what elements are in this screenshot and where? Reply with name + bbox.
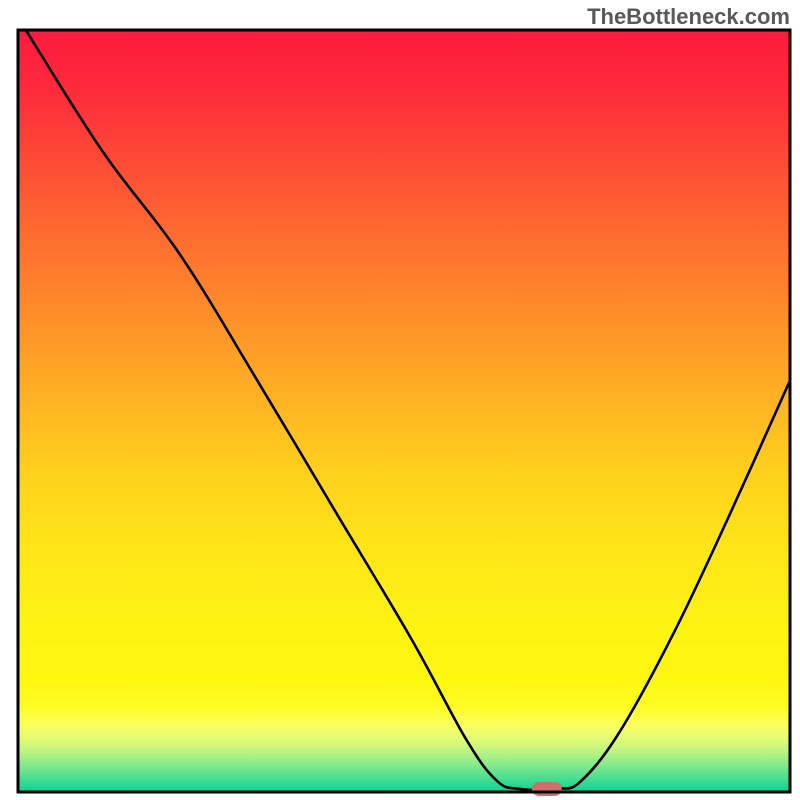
chart-container: TheBottleneck.com bbox=[0, 0, 800, 800]
gradient-background bbox=[18, 30, 790, 792]
plot-area bbox=[0, 0, 800, 800]
watermark-text: TheBottleneck.com bbox=[587, 4, 790, 30]
